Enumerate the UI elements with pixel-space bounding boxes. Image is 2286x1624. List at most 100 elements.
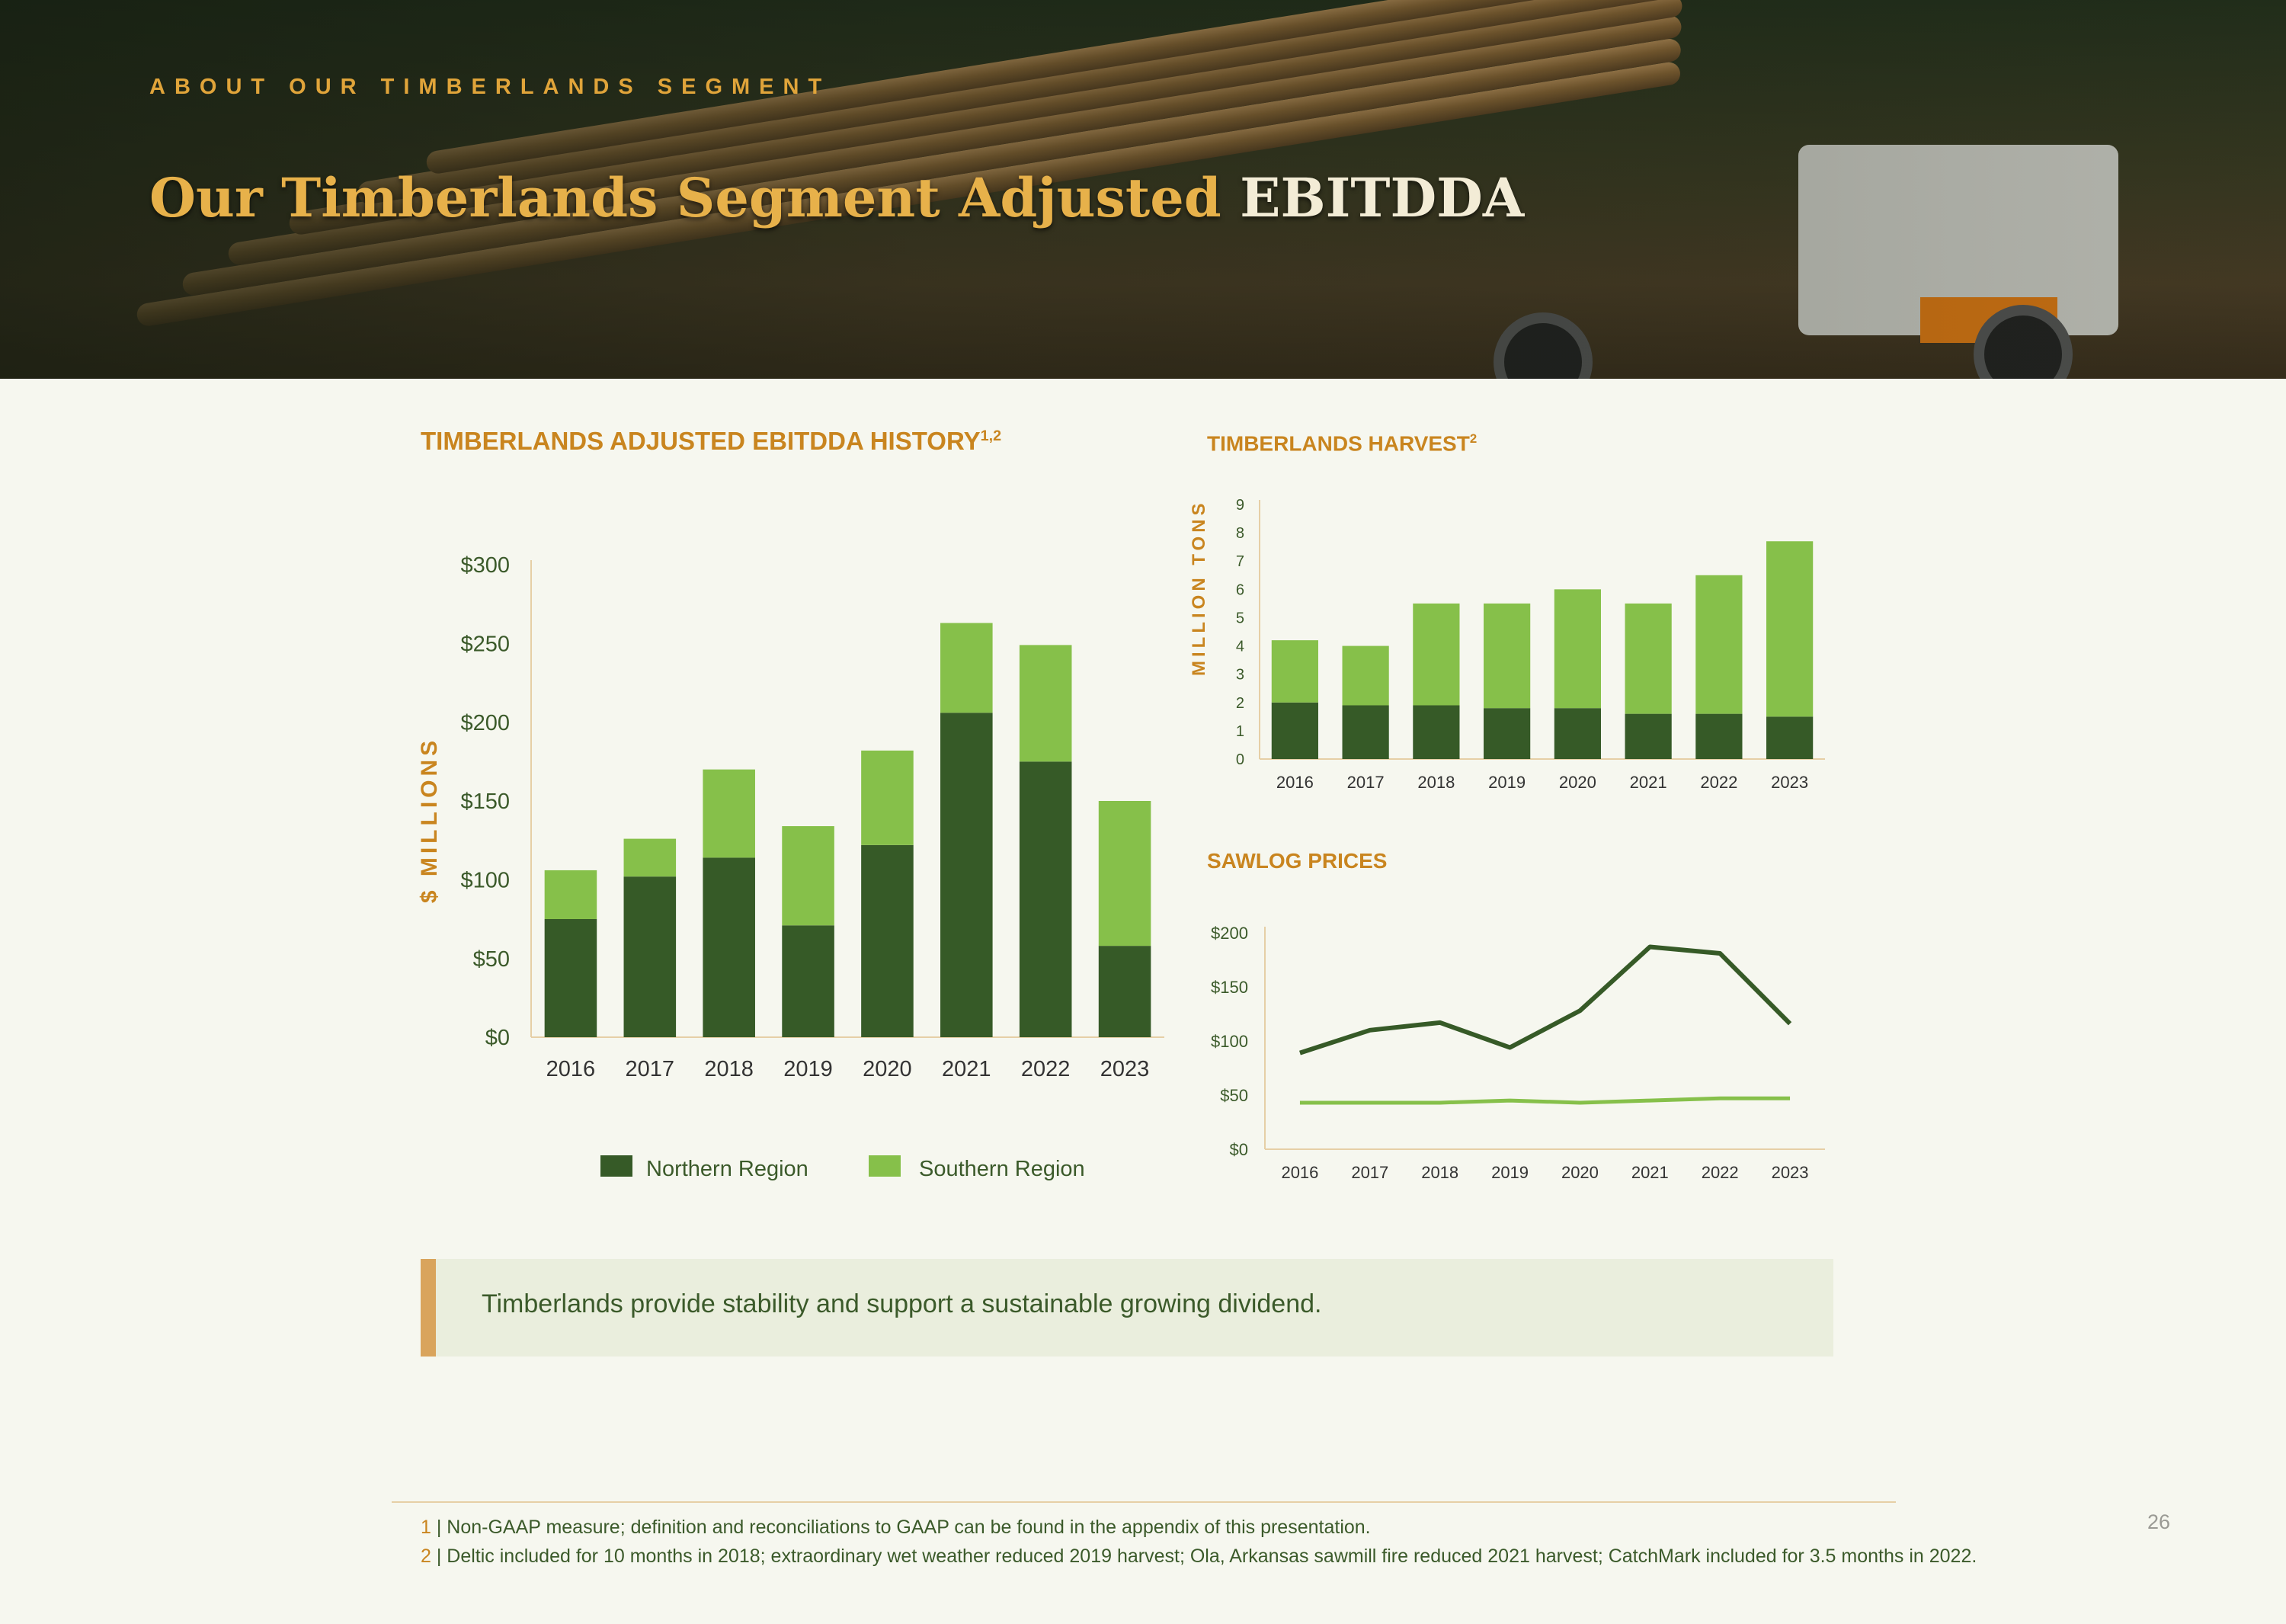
- bar-southern: [940, 623, 993, 713]
- harvest-chart: 0 1 2 3 4 5 6 7 8 9 2016 2017 2018 2019 2020 2021 2022 20…: [1236, 497, 1825, 792]
- x-tick-label: 2021: [942, 1057, 991, 1081]
- y-tick-label: 1: [1236, 723, 1244, 740]
- bar-southern: [1695, 575, 1743, 714]
- bar-southern: [1554, 589, 1601, 709]
- bar-northern: [940, 713, 993, 1037]
- bar-northern: [623, 876, 677, 1037]
- x-tick-label: 2022: [1700, 773, 1737, 792]
- y-tick-label: 5: [1236, 610, 1244, 626]
- x-tick-label: 2017: [1347, 773, 1385, 792]
- x-tick-label: 2023: [1772, 1163, 1809, 1182]
- title-main: Our Timberlands Segment Adjusted: [149, 166, 1221, 229]
- harvest-chart-title: TIMBERLANDS HARVEST2: [1207, 431, 1477, 456]
- y-tick-label: $150: [1211, 978, 1248, 997]
- y-tick-label: 3: [1236, 667, 1244, 684]
- bar-southern: [1484, 603, 1531, 709]
- bar-southern: [782, 826, 834, 926]
- y-tick-label: $250: [460, 632, 510, 656]
- bar-northern: [1625, 713, 1672, 759]
- y-tick-label: 4: [1236, 639, 1244, 655]
- page-number: 26: [2147, 1510, 2171, 1533]
- x-tick-label: 2018: [1417, 773, 1455, 792]
- ebitdda-title-text: TIMBERLANDS ADJUSTED EBITDDA HISTORY: [421, 427, 981, 455]
- sawlog-chart-title: SAWLOG PRICES: [1207, 849, 1388, 873]
- callout-accent-bar: [421, 1259, 436, 1357]
- y-tick-label: $50: [1220, 1086, 1248, 1105]
- callout-box: Timberlands provide stability and suppor…: [421, 1259, 1833, 1357]
- x-tick-label: 2021: [1631, 1163, 1669, 1182]
- bar-southern: [623, 838, 677, 877]
- line-series-light: [1299, 1096, 1791, 1105]
- y-tick-label: $150: [460, 790, 510, 814]
- ebitdda-chart: $0 $50 $100 $150 $200 $250 $300 2016 2017 2018 201…: [460, 553, 1164, 1181]
- x-tick-label: 2016: [1276, 773, 1314, 792]
- bar-northern: [1413, 705, 1460, 759]
- x-tick-label: 2016: [1281, 1163, 1318, 1182]
- y-tick-label: 7: [1236, 553, 1244, 570]
- footnote-1: 1 | Non-GAAP measure; definition and rec…: [421, 1517, 1371, 1539]
- y-tick-label: 6: [1236, 581, 1244, 598]
- x-tick-label: 2020: [1561, 1163, 1599, 1182]
- bar-northern: [782, 925, 834, 1037]
- harvest-title-text: TIMBERLANDS HARVEST: [1207, 431, 1470, 456]
- bar-southern: [1098, 801, 1151, 947]
- y-tick-label: $300: [460, 553, 510, 578]
- footnote-2: 2 | Deltic included for 10 months in 201…: [421, 1546, 1977, 1568]
- x-tick-label: 2016: [546, 1057, 596, 1081]
- x-tick-label: 2019: [1488, 773, 1526, 792]
- ebitdda-title-sup: 1,2: [980, 428, 1002, 444]
- footnote-2-text: | Deltic included for 10 months in 2018;…: [431, 1546, 1977, 1567]
- ebitdda-chart-title: TIMBERLANDS ADJUSTED EBITDDA HISTORY1,2: [421, 427, 1001, 456]
- bar-northern: [1484, 708, 1531, 759]
- header-photo: ABOUT OUR TIMBERLANDS SEGMENT Our Timber…: [0, 0, 2286, 379]
- y-tick-label: $200: [460, 711, 510, 735]
- bar-northern: [1554, 708, 1601, 759]
- legend-swatch-southern: [869, 1155, 901, 1177]
- y-tick-label: $200: [1211, 924, 1248, 943]
- x-tick-label: 2023: [1771, 773, 1808, 792]
- y-tick-label: $50: [473, 947, 510, 972]
- y-tick-label: 9: [1236, 497, 1244, 514]
- eyebrow-label: ABOUT OUR TIMBERLANDS SEGMENT: [149, 75, 831, 99]
- bar-northern: [1271, 702, 1318, 759]
- y-tick-label: 8: [1236, 525, 1244, 542]
- bar-northern: [1098, 946, 1151, 1037]
- sawlog-chart: $0 $50 $100 $150 $200 2016 2017 2018 2019 2020 202…: [1211, 924, 1825, 1182]
- bar-northern: [544, 919, 597, 1037]
- bar-northern: [861, 844, 914, 1037]
- bar-northern: [1019, 761, 1072, 1037]
- bar-southern: [1271, 640, 1318, 703]
- x-tick-label: 2021: [1630, 773, 1667, 792]
- callout-text: Timberlands provide stability and suppor…: [482, 1289, 1322, 1318]
- footnote-1-text: | Non-GAAP measure; definition and recon…: [431, 1517, 1371, 1538]
- y-tick-label: $0: [1230, 1140, 1248, 1159]
- footnote-2-number: 2: [421, 1546, 431, 1567]
- bar-southern: [703, 769, 755, 858]
- legend-label-northern: Northern Region: [646, 1157, 808, 1181]
- x-tick-label: 2019: [1491, 1163, 1529, 1182]
- y-tick-label: $0: [485, 1026, 510, 1050]
- x-tick-label: 2017: [626, 1057, 675, 1081]
- harvest-title-sup: 2: [1469, 431, 1478, 446]
- page-title: Our Timberlands Segment Adjusted EBITDDA: [149, 166, 1524, 229]
- legend-label-southern: Southern Region: [919, 1157, 1085, 1181]
- line-series-dark: [1299, 944, 1792, 1055]
- x-tick-label: 2022: [1021, 1057, 1071, 1081]
- x-tick-label: 2018: [704, 1057, 754, 1081]
- footnote-1-number: 1: [421, 1517, 431, 1538]
- y-tick-label: 0: [1236, 751, 1244, 768]
- bar-southern: [861, 750, 914, 845]
- photo-shade: [0, 0, 2286, 379]
- y-tick-label: $100: [460, 868, 510, 892]
- x-tick-label: 2018: [1421, 1163, 1458, 1182]
- bar-northern: [703, 857, 755, 1037]
- y-tick-label: $100: [1211, 1032, 1248, 1051]
- title-highlight: EBITDDA: [1240, 166, 1525, 229]
- footnote-divider: [392, 1501, 1896, 1503]
- x-tick-label: 2020: [863, 1057, 912, 1081]
- x-tick-label: 2020: [1559, 773, 1596, 792]
- bar-southern: [544, 870, 597, 919]
- x-tick-label: 2019: [783, 1057, 833, 1081]
- bar-northern: [1766, 716, 1814, 759]
- bar-southern: [1019, 645, 1072, 762]
